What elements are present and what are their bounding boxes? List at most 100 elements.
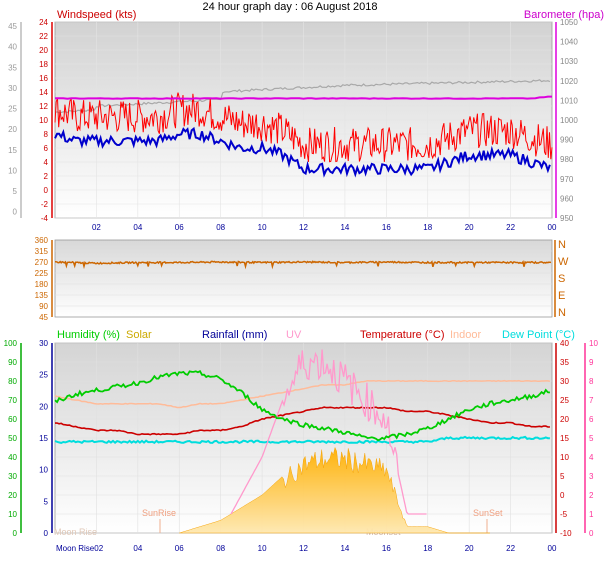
tick-label: 0 bbox=[589, 529, 594, 538]
tick-label: 1050 bbox=[560, 18, 578, 27]
tick-label: 10 bbox=[39, 466, 48, 475]
tick-label: 5 bbox=[13, 187, 18, 196]
tick-label: 90 bbox=[8, 358, 17, 367]
tick-label: 1000 bbox=[560, 116, 578, 125]
moonrise-label-bottom: Moon Rise02 bbox=[56, 544, 104, 553]
tick-label: 6 bbox=[44, 144, 49, 153]
x-tick-label: 20 bbox=[465, 544, 474, 553]
x-tick-label: 22 bbox=[506, 544, 515, 553]
tick-label: -5 bbox=[560, 510, 568, 519]
tick-label: 180 bbox=[35, 280, 49, 289]
tick-label: 30 bbox=[39, 339, 48, 348]
temperature-label: Temperature (°C) bbox=[360, 329, 444, 341]
tick-label: 10 bbox=[560, 453, 569, 462]
x-tick-label: 12 bbox=[299, 544, 308, 553]
compass-label: W bbox=[558, 256, 569, 268]
x-tick-label: 20 bbox=[465, 223, 474, 232]
x-tick-label: 14 bbox=[340, 544, 349, 553]
x-tick-label: 06 bbox=[175, 544, 184, 553]
tick-label: 0 bbox=[13, 208, 18, 217]
x-tick-label: 04 bbox=[133, 223, 142, 232]
tick-label: 30 bbox=[8, 472, 17, 481]
tick-label: 1020 bbox=[560, 77, 578, 86]
tick-label: 15 bbox=[39, 434, 48, 443]
temperature-line bbox=[54, 406, 550, 436]
solar-label: Solar bbox=[126, 329, 152, 341]
x-tick-label: 02 bbox=[92, 223, 101, 232]
tick-label: 35 bbox=[560, 358, 569, 367]
tick-label: 6 bbox=[589, 415, 594, 424]
tick-label: 80 bbox=[8, 377, 17, 386]
tick-label: 1010 bbox=[560, 96, 578, 105]
x-tick-label: 14 bbox=[340, 223, 349, 232]
tick-label: 40 bbox=[8, 43, 17, 52]
tick-label: 315 bbox=[35, 247, 49, 256]
tick-label: -2 bbox=[41, 200, 49, 209]
x-tick-label: 10 bbox=[258, 223, 267, 232]
tick-label: 16 bbox=[39, 74, 48, 83]
rainfall-label: Rainfall (mm) bbox=[202, 329, 267, 341]
tick-label: 980 bbox=[560, 155, 574, 164]
tick-label: 45 bbox=[8, 22, 17, 31]
tick-label: 5 bbox=[560, 472, 565, 481]
dewpoint-label: Dew Point (°C) bbox=[502, 329, 575, 341]
tick-label: 8 bbox=[44, 130, 49, 139]
tick-label: 9 bbox=[589, 358, 594, 367]
wind-gust-line bbox=[54, 92, 553, 163]
tick-label: 3 bbox=[589, 472, 594, 481]
compass-label: N bbox=[558, 307, 566, 319]
tick-label: 0 bbox=[44, 529, 49, 538]
tick-label: 0 bbox=[13, 529, 18, 538]
tick-label: 22 bbox=[39, 32, 48, 41]
x-tick-label: 22 bbox=[506, 223, 515, 232]
sunrise-label: SunRise bbox=[142, 508, 176, 518]
uv-line bbox=[230, 349, 427, 515]
tick-label: 25 bbox=[39, 371, 48, 380]
tick-label: 12 bbox=[39, 102, 48, 111]
x-tick-label: 04 bbox=[133, 544, 142, 553]
barometer-label: Barometer (hpa) bbox=[524, 9, 604, 21]
tick-label: 25 bbox=[560, 396, 569, 405]
x-tick-label: 00 bbox=[548, 544, 557, 553]
tick-label: 10 bbox=[589, 339, 598, 348]
tick-label: 50 bbox=[8, 434, 17, 443]
x-tick-label: 16 bbox=[382, 544, 391, 553]
tick-label: 100 bbox=[4, 339, 18, 348]
x-tick-label: 18 bbox=[423, 223, 432, 232]
tick-label: 0 bbox=[44, 186, 49, 195]
x-tick-label: 08 bbox=[216, 223, 225, 232]
tick-label: 20 bbox=[8, 125, 17, 134]
tick-label: 20 bbox=[39, 402, 48, 411]
tick-label: 45 bbox=[39, 313, 48, 322]
tick-label: 1 bbox=[589, 510, 594, 519]
x-tick-label: 18 bbox=[423, 544, 432, 553]
tick-label: 10 bbox=[8, 510, 17, 519]
windspeed-label: Windspeed (kts) bbox=[57, 9, 136, 21]
tick-label: 7 bbox=[589, 396, 594, 405]
tick-label: 1030 bbox=[560, 57, 578, 66]
x-tick-label: 06 bbox=[175, 223, 184, 232]
tick-label: 5 bbox=[589, 434, 594, 443]
humidity-line bbox=[54, 370, 550, 442]
indoor-label: Indoor bbox=[450, 329, 482, 341]
tick-label: 18 bbox=[39, 60, 48, 69]
moonrise-label-top: Moon Rise bbox=[54, 527, 97, 537]
x-tick-label: 10 bbox=[258, 544, 267, 553]
tick-label: 960 bbox=[560, 194, 574, 203]
x-tick-label: 08 bbox=[216, 544, 225, 553]
panel-direction-bg bbox=[54, 239, 553, 318]
tick-label: 20 bbox=[560, 415, 569, 424]
tick-label: 35 bbox=[8, 63, 17, 72]
tick-label: 2 bbox=[44, 172, 49, 181]
tick-label: 30 bbox=[560, 377, 569, 386]
tick-label: 15 bbox=[8, 146, 17, 155]
uv-label: UV bbox=[286, 329, 302, 341]
x-tick-label: 16 bbox=[382, 223, 391, 232]
tick-label: 970 bbox=[560, 175, 574, 184]
tick-label: 8 bbox=[589, 377, 594, 386]
tick-label: 950 bbox=[560, 214, 574, 223]
tick-label: 270 bbox=[35, 258, 49, 267]
